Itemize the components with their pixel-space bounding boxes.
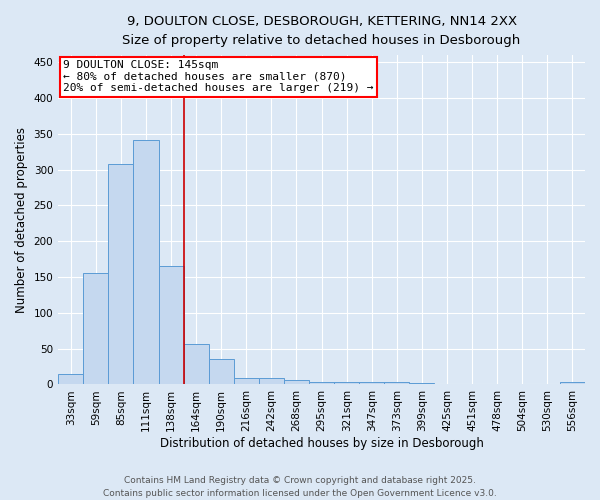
Bar [58, 374, 83, 384]
Bar [83, 274, 109, 384]
Bar [158, 266, 184, 384]
Bar [334, 382, 359, 384]
Bar [133, 140, 158, 384]
Bar [560, 382, 585, 384]
Text: Contains HM Land Registry data © Crown copyright and database right 2025.
Contai: Contains HM Land Registry data © Crown c… [103, 476, 497, 498]
Bar [209, 360, 234, 384]
Bar [234, 378, 259, 384]
Text: 9 DOULTON CLOSE: 145sqm
← 80% of detached houses are smaller (870)
20% of semi-d: 9 DOULTON CLOSE: 145sqm ← 80% of detache… [64, 60, 374, 94]
Y-axis label: Number of detached properties: Number of detached properties [15, 127, 28, 313]
X-axis label: Distribution of detached houses by size in Desborough: Distribution of detached houses by size … [160, 437, 484, 450]
Bar [184, 344, 209, 384]
Bar [359, 382, 385, 384]
Bar [259, 378, 284, 384]
Bar [409, 383, 434, 384]
Bar [109, 164, 133, 384]
Title: 9, DOULTON CLOSE, DESBOROUGH, KETTERING, NN14 2XX
Size of property relative to d: 9, DOULTON CLOSE, DESBOROUGH, KETTERING,… [122, 15, 521, 47]
Bar [284, 380, 309, 384]
Bar [309, 382, 334, 384]
Bar [385, 382, 409, 384]
